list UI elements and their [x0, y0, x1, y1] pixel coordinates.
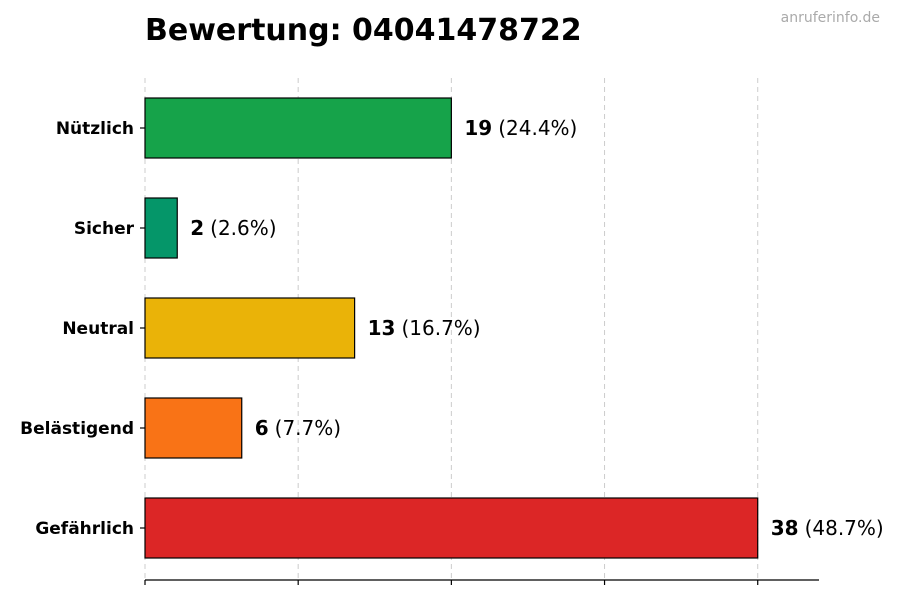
axis-layer: Nützlich Sicher Neutral Belästigend Gefährli…	[20, 119, 819, 585]
value-label-1: 2 (2.6%)	[190, 216, 276, 240]
value-percent-1: (2.6%)	[210, 216, 276, 240]
category-label-0: Nützlich	[56, 119, 134, 139]
watermark: anruferinfo.de	[781, 10, 880, 26]
value-count-3: 6	[255, 416, 269, 440]
value-percent-3: (7.7%)	[275, 416, 341, 440]
bar-0	[144, 97, 452, 159]
bar-4	[144, 497, 759, 559]
value-label-3: 6 (7.7%)	[255, 416, 341, 440]
grid-layer	[144, 78, 759, 578]
category-label-1: Sicher	[74, 219, 135, 239]
category-label-2: Neutral	[62, 319, 134, 339]
chart-title: Bewertung: 04041478722	[145, 13, 582, 48]
value-label-2: 13 (16.7%)	[368, 316, 481, 340]
value-percent-0: (24.4%)	[498, 116, 577, 140]
value-count-2: 13	[368, 316, 396, 340]
value-percent-4: (48.7%)	[805, 516, 884, 540]
category-label-4: Gefährlich	[35, 519, 134, 539]
bar-layer: 19 (24.4%) 2 (2.6%) 13 (16.7%) 6 (7.7%) 38 (48.7%…	[144, 97, 884, 559]
value-label-4: 38 (48.7%)	[771, 516, 884, 540]
value-label-0: 19 (24.4%)	[464, 116, 577, 140]
value-count-4: 38	[771, 516, 799, 540]
category-label-3: Belästigend	[20, 419, 134, 439]
bar-3	[144, 397, 243, 459]
bar-1	[144, 197, 178, 259]
bar-2	[144, 297, 356, 359]
value-count-0: 19	[464, 116, 492, 140]
value-count-1: 2	[190, 216, 204, 240]
value-percent-2: (16.7%)	[401, 316, 480, 340]
